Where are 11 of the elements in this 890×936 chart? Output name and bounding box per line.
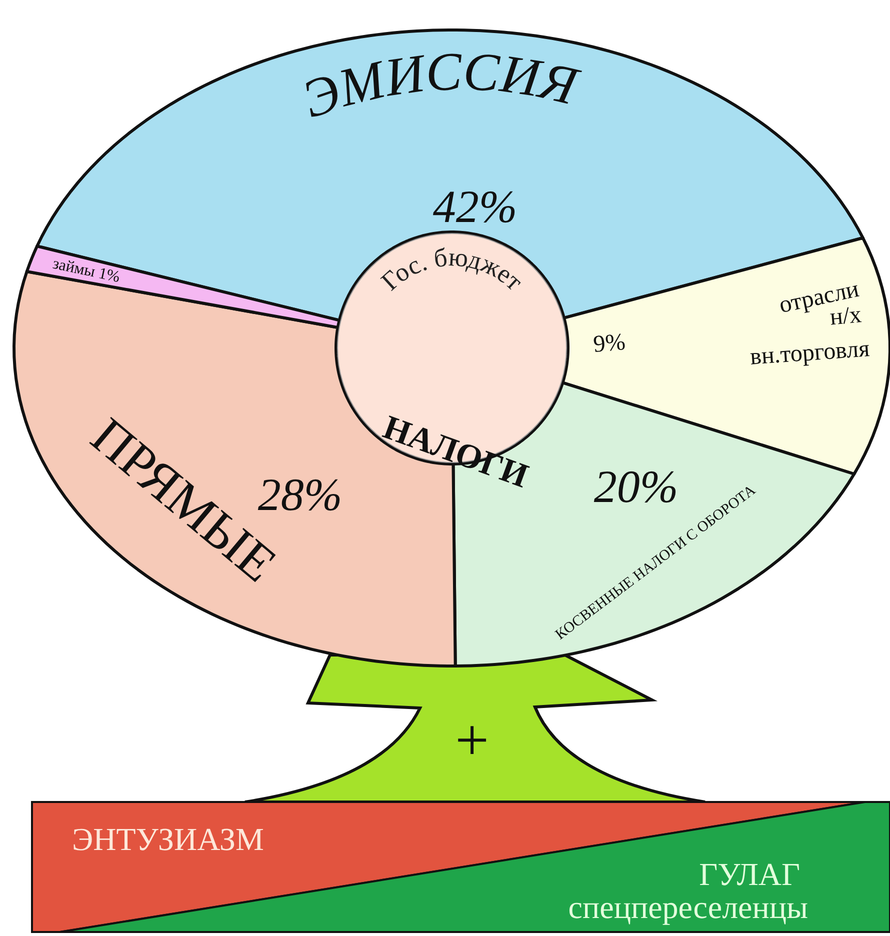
- data-label: 42%: [432, 181, 518, 232]
- slice-label: займы 1%: [51, 255, 122, 286]
- text: Гос. бюджет: [376, 242, 529, 296]
- text: +: [455, 707, 489, 773]
- data-label: 9%: [592, 329, 626, 358]
- text: ГУЛАГ: [699, 856, 800, 892]
- slice-label: отрасли н/х вн.торговля: [749, 276, 870, 370]
- text: спецпереселенцы: [568, 889, 808, 925]
- data-label: 20%: [594, 461, 678, 512]
- text: ЭНТУЗИАЗМ: [72, 821, 264, 857]
- slice-label: ЭМИССИЯ: [294, 41, 586, 130]
